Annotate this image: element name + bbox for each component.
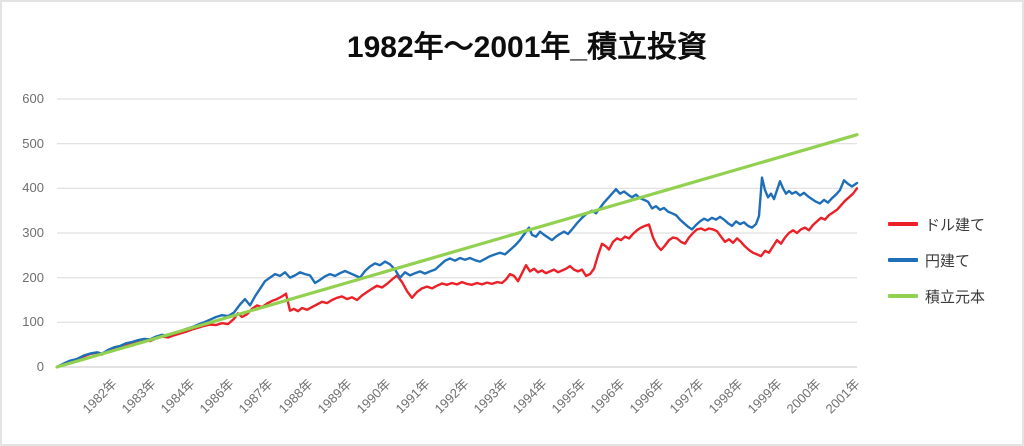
legend-swatch-principal [888, 294, 918, 298]
legend-item-dollar: ドル建て [888, 213, 985, 235]
chart-title: 1982年～2001年_積立投資 [346, 31, 708, 64]
legend-item-principal: 積立元本 [888, 285, 985, 307]
plot-area [55, 98, 859, 369]
y-tick-label: 600 [22, 91, 44, 106]
series-line-yen [55, 176, 859, 369]
legend-label-yen: 円建て [925, 252, 971, 270]
y-tick-label: 400 [22, 180, 44, 196]
y-tick-label: 500 [22, 135, 44, 151]
legend-label-dollar: ドル建て [925, 216, 986, 234]
legend: ドル建て 円建て 積立元本 [888, 213, 985, 321]
legend-label-principal: 積立元本 [925, 288, 986, 306]
series-line-dollar [55, 187, 859, 369]
y-tick-label: 0 [36, 359, 44, 374]
y-tick-label: 100 [22, 314, 44, 330]
legend-swatch-yen [888, 258, 918, 262]
legend-swatch-dollar [888, 222, 918, 226]
legend-item-yen: 円建て [888, 249, 985, 271]
y-tick-label: 300 [22, 225, 44, 240]
y-tick-label: 200 [22, 269, 44, 285]
series-line-principal [55, 133, 859, 369]
